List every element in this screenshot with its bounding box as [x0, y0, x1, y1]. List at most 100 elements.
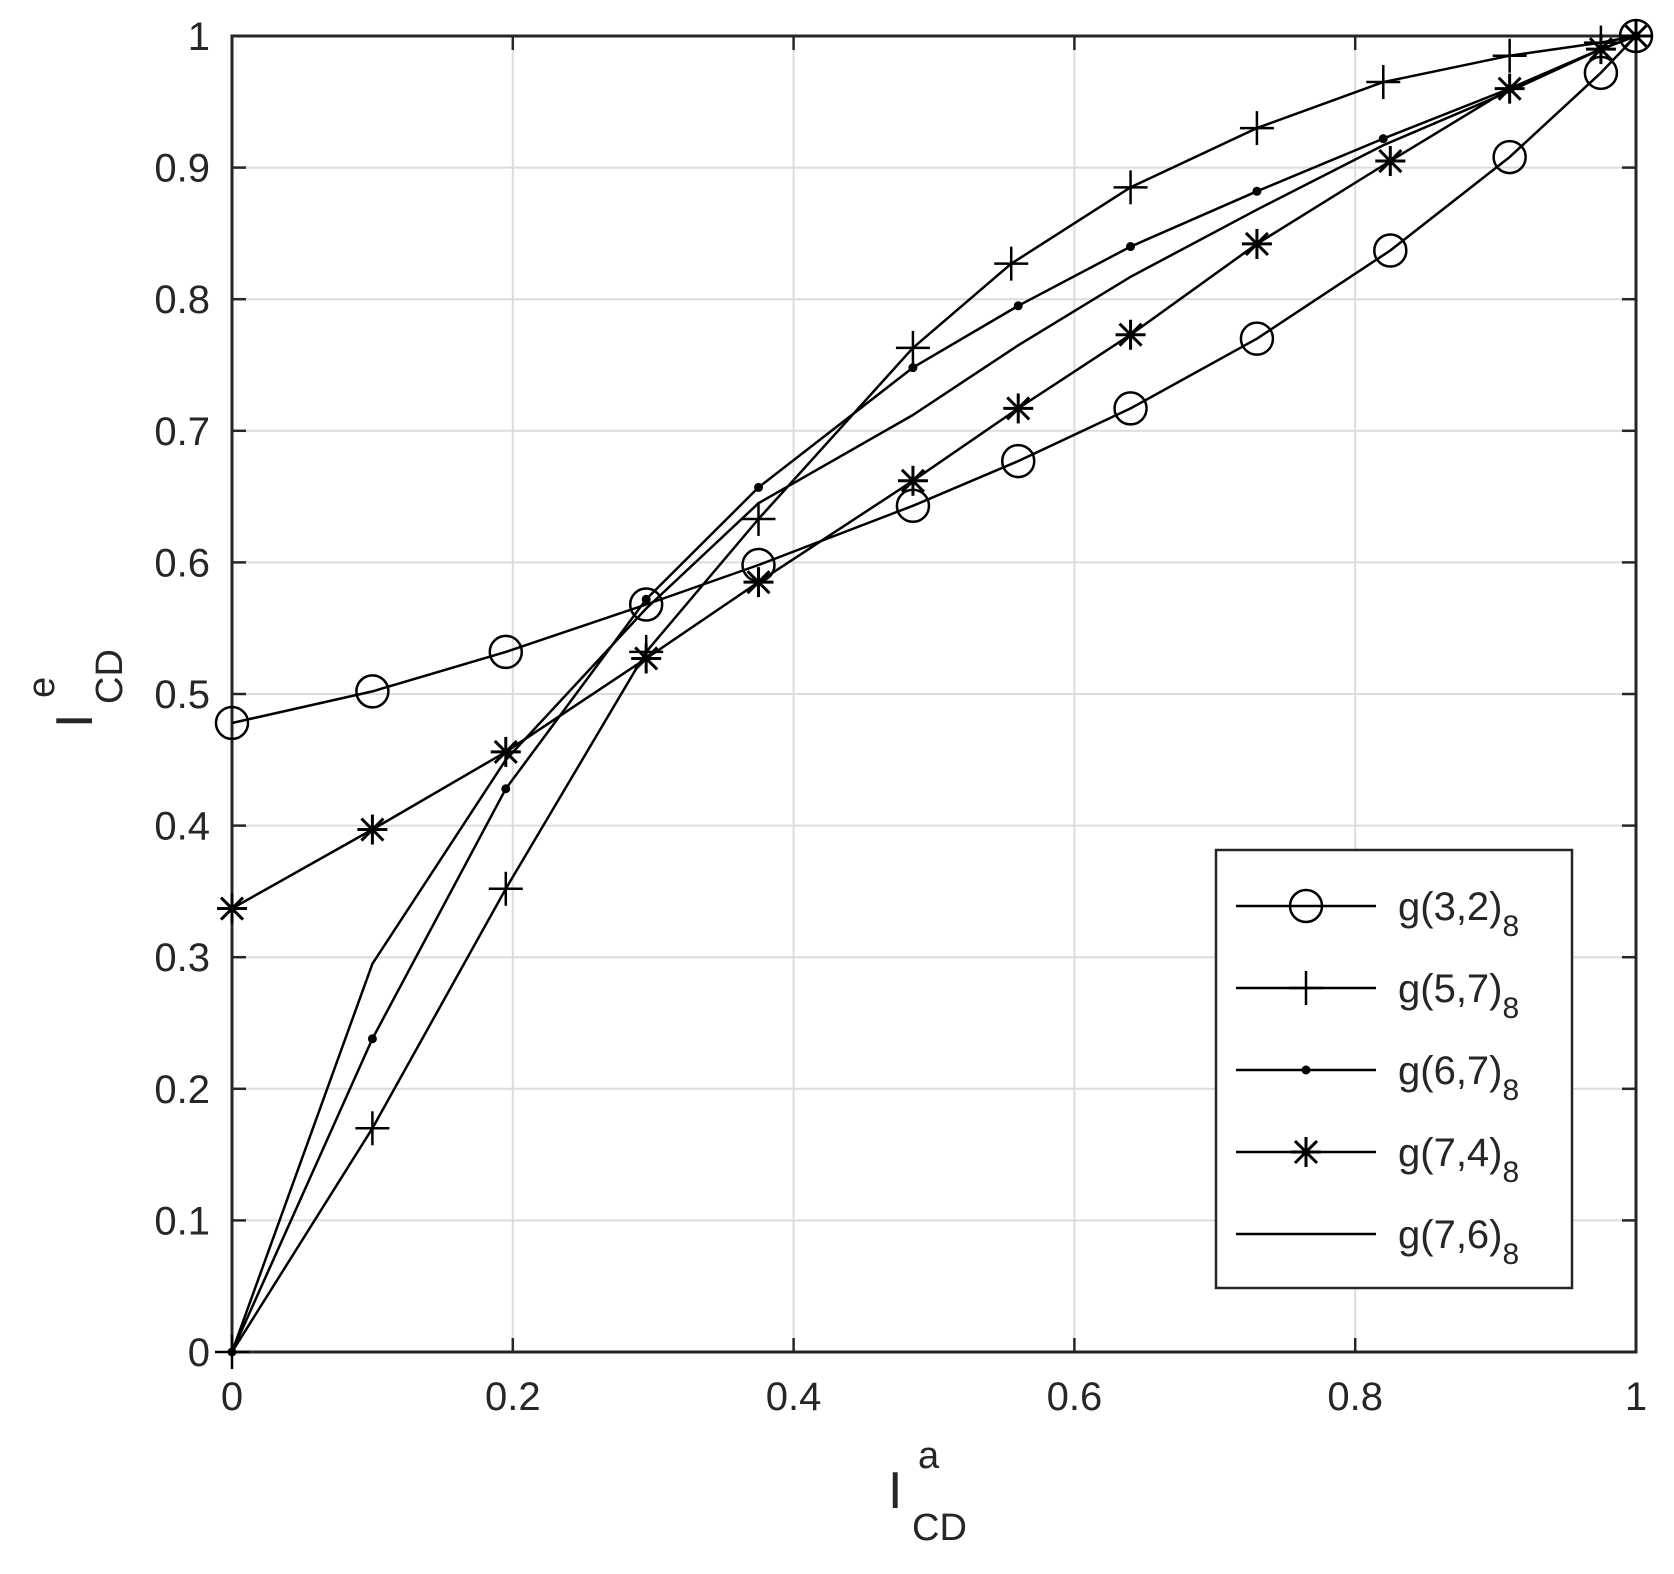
data-point-series-2	[741, 501, 776, 536]
series-line-1	[231, 35, 1637, 725]
y-tick-label: 0.5	[154, 673, 210, 717]
asterisk-marker-d2	[746, 570, 771, 595]
data-point-series-3	[641, 594, 651, 604]
legend-item: g(7,6)8	[1236, 1213, 1519, 1271]
data-point-series-2	[1113, 170, 1148, 205]
data-point-series-4	[490, 736, 521, 767]
y-tick-label: 0.8	[154, 278, 210, 322]
tick-layer: 0 0.2 0.4 0.6 0.8 1 0 0.1 0.2 0.3 0.4 0.5 0.6 0.7 0.8 0…	[154, 15, 1647, 1419]
data-point-series-4	[1241, 228, 1272, 259]
y-tick-label: 0.7	[154, 410, 210, 454]
y-tick-label: 0.1	[154, 1199, 210, 1243]
y-tick-label: 0.6	[154, 541, 210, 585]
x-axis-label-superscript: a	[918, 1435, 940, 1477]
asterisk-marker-d2	[493, 739, 518, 764]
dot-marker	[501, 784, 511, 794]
circle-marker	[355, 674, 390, 709]
x-tick-label: 0.6	[1047, 1375, 1103, 1419]
circle-marker	[1373, 233, 1408, 268]
y-tick-label: 0.4	[154, 805, 210, 849]
x-axis-label: I	[888, 1462, 902, 1520]
y-tick-label: 0	[188, 1331, 210, 1375]
legend-label-base: g(7,4)	[1398, 1131, 1503, 1175]
data-point-series-2	[1492, 38, 1527, 73]
data-point-series-1	[1113, 391, 1148, 426]
legend-label: g(5,7)8	[1398, 967, 1519, 1025]
legend-item: g(3,2)8	[1236, 885, 1519, 943]
y-axis-label: I e CD	[21, 649, 131, 728]
x-tick-label: 0.2	[485, 1375, 541, 1419]
data-point-series-1	[355, 674, 390, 709]
data-point-series-1	[628, 587, 664, 622]
data-point-series-1	[1373, 233, 1408, 268]
data-point-series-1	[1492, 139, 1527, 175]
circle-marker	[628, 587, 664, 622]
dot-marker	[754, 482, 763, 492]
asterisk-marker-d2	[1244, 231, 1269, 256]
asterisk-marker-d2	[1623, 23, 1649, 49]
data-point-series-4	[1621, 21, 1651, 51]
circle-marker	[1113, 391, 1148, 426]
legend-label-subscript: 8	[1503, 910, 1520, 943]
data-point-series-2	[488, 871, 523, 906]
data-point-series-3	[227, 1347, 237, 1357]
data-point-series-3	[754, 482, 763, 492]
data-point-series-4	[897, 465, 928, 496]
dot-marker	[1301, 1065, 1311, 1075]
data-point-series-4	[217, 893, 247, 924]
dot-marker	[908, 363, 918, 373]
legend-marker	[1289, 971, 1323, 1005]
legend-label: g(7,6)8	[1398, 1213, 1519, 1271]
legend-label-subscript: 8	[1503, 1156, 1520, 1189]
legend-item: g(6,7)8	[1236, 1049, 1519, 1107]
label-layer: I a CD I e CD	[21, 649, 967, 1549]
asterisk-marker-d2	[1588, 37, 1613, 62]
legend-item: g(7,4)8	[1236, 1131, 1519, 1189]
dot-marker	[1252, 186, 1262, 196]
dot-marker	[1126, 242, 1136, 252]
legend-label-base: g(7,6)	[1398, 1213, 1503, 1257]
data-point-series-3	[1378, 134, 1388, 144]
dot-marker	[227, 1347, 237, 1357]
circle-marker	[1000, 443, 1036, 479]
data-point-series-2	[994, 246, 1029, 281]
data-point-series-4	[1375, 146, 1406, 177]
x-tick-label: 0.4	[766, 1375, 822, 1419]
marker-layer	[214, 18, 1654, 1369]
data-point-series-2	[1239, 111, 1274, 146]
data-point-series-4	[743, 567, 774, 598]
y-tick-label: 1	[188, 15, 210, 59]
legend-item: g(5,7)8	[1236, 967, 1519, 1025]
asterisk-marker-d2	[900, 468, 926, 493]
data-point-series-3	[1013, 301, 1023, 311]
x-tick-label: 1	[1625, 1375, 1647, 1419]
legend-label: g(6,7)8	[1398, 1049, 1519, 1107]
circle-marker	[488, 634, 524, 670]
data-point-series-3	[908, 363, 918, 373]
circle-marker	[1288, 888, 1324, 924]
legend-label: g(7,4)8	[1398, 1131, 1519, 1189]
legend-marker	[1291, 1137, 1321, 1167]
data-point-series-4	[1115, 319, 1146, 350]
dot-marker	[1013, 301, 1023, 311]
x-axis-label-base: I	[888, 1462, 902, 1520]
x-tick-label: 0.8	[1327, 1375, 1383, 1419]
x-axis-label-subscript: CD	[912, 1507, 967, 1549]
asterisk-marker-d2	[1118, 322, 1143, 347]
asterisk-marker-d2	[360, 817, 385, 842]
y-tick-label: 0.2	[154, 1068, 210, 1112]
data-point-series-3	[1252, 186, 1262, 196]
asterisk-marker-d2	[1378, 148, 1403, 174]
y-axis-label-base: I	[46, 714, 104, 728]
circle-marker	[214, 705, 250, 741]
data-point-series-4	[631, 643, 662, 674]
data-point-series-4	[1494, 73, 1525, 104]
asterisk-marker-d2	[1006, 396, 1031, 421]
y-tick-label: 0.9	[154, 147, 210, 191]
data-point-series-3	[367, 1034, 377, 1044]
data-point-series-4	[357, 814, 388, 845]
legend-label: g(3,2)8	[1398, 885, 1519, 943]
asterisk-marker-d2	[1293, 1139, 1319, 1165]
